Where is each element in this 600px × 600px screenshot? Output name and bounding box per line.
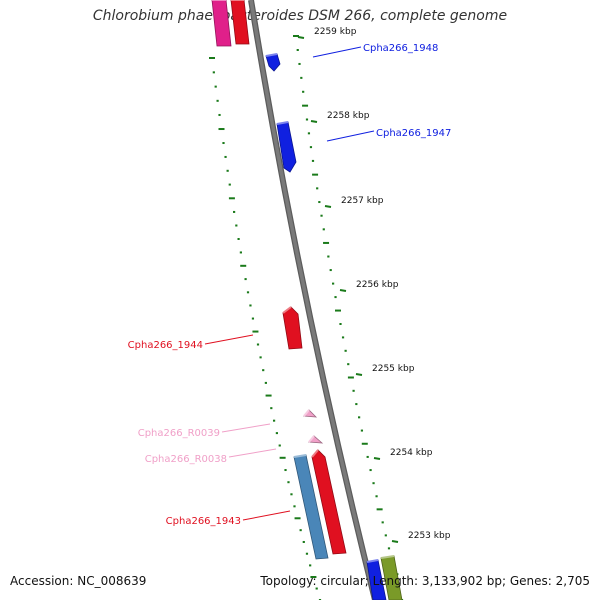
tick-layer: 2259 kbp 2258 kbp 2257 kbp 2256 kbp 2255 kbp…	[209, 27, 451, 600]
feature-bottom-olive[interactable]	[380, 555, 403, 600]
feature-bottom-blue[interactable]	[366, 559, 387, 600]
position-tick-mark	[339, 289, 347, 292]
position-tick-mark	[310, 120, 318, 123]
position-tick-label: 2253 kbp	[408, 531, 451, 541]
feature-steelblue[interactable]	[293, 454, 329, 560]
feature-top-red[interactable]	[230, 0, 250, 45]
gene-cpha266_r0039[interactable]	[303, 409, 318, 418]
gene-label-cpha266_1948[interactable]: Cpha266_1948	[363, 43, 438, 54]
genome-title: Chlorobium phaeobacteroides DSM 266, com…	[92, 8, 508, 24]
topology-text: Topology: circular; Length: 3,133,902 bp…	[260, 574, 590, 588]
gene-label-leader	[312, 46, 362, 58]
backbone-line	[249, 0, 377, 600]
position-tick-label: 2258 kbp	[327, 111, 370, 121]
position-tick-mark	[355, 373, 363, 376]
gene-label-cpha266_r0038[interactable]: Cpha266_R0038	[145, 454, 227, 465]
gene-label-cpha266_1944[interactable]: Cpha266_1944	[128, 340, 203, 351]
gene-cpha266_1944[interactable]	[282, 306, 303, 350]
gene-cpha266_r0038[interactable]	[308, 435, 324, 444]
gene-label-leader	[242, 510, 291, 521]
position-tick-label: 2256 kbp	[356, 280, 399, 290]
position-tick-label: 2254 kbp	[390, 448, 433, 458]
feature-top-magenta[interactable]	[211, 0, 232, 47]
gene-label-cpha266_1943[interactable]: Cpha266_1943	[166, 516, 241, 527]
position-tick-label: 2259 kbp	[314, 27, 357, 37]
gene-label-cpha266_1947[interactable]: Cpha266_1947	[376, 128, 451, 139]
gene-label-leader	[326, 130, 375, 142]
gene-cpha266_1948[interactable]	[265, 53, 281, 72]
accession-text: Accession: NC_008639	[10, 574, 147, 588]
label-layer: Cpha266_1948 Cpha266_1947 Cpha266_1944 Cpha…	[128, 43, 452, 527]
position-tick-mark	[373, 457, 381, 460]
position-tick-label: 2255 kbp	[372, 364, 415, 374]
gene-label-leader	[204, 334, 254, 345]
position-tick-mark	[324, 205, 332, 208]
position-tick-mark	[297, 36, 305, 39]
gene-label-leader	[221, 423, 271, 433]
position-tick-mark	[391, 540, 399, 543]
gene-label-leader	[228, 448, 277, 458]
backbone-layer	[248, 0, 378, 600]
gene-cpha266_1943[interactable]	[311, 449, 347, 555]
gene-cpha266_1947[interactable]	[276, 121, 297, 173]
feature-layer	[211, 0, 403, 600]
position-tick-label: 2257 kbp	[341, 196, 384, 206]
gene-label-cpha266_r0039[interactable]: Cpha266_R0039	[138, 428, 220, 439]
